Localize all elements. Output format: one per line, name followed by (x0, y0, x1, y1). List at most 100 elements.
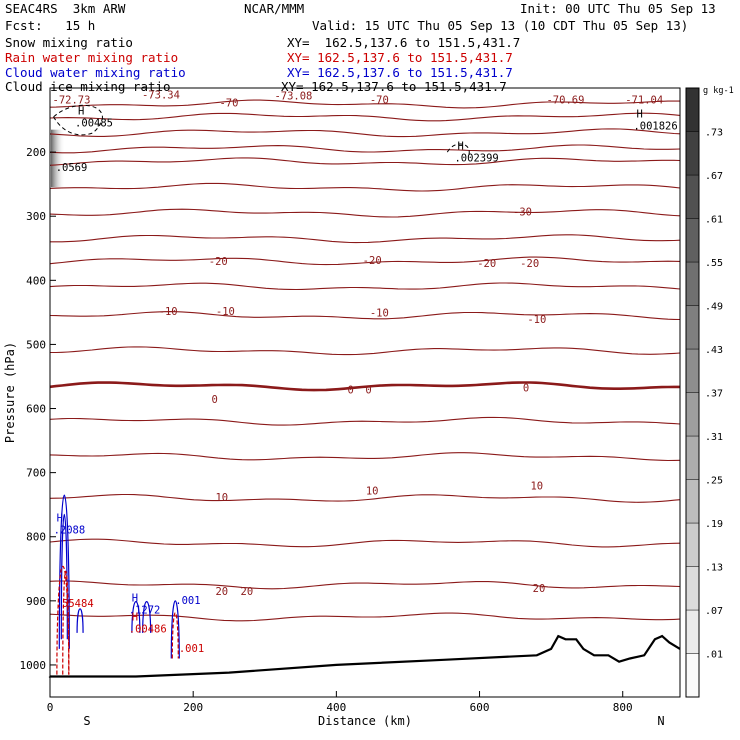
extremum-marker: H (132, 612, 138, 624)
isotherm-line (49, 256, 681, 266)
colorbar-label: .43 (705, 345, 723, 356)
y-tick-label: 700 (26, 467, 46, 480)
extremum-value: .002399 (454, 153, 498, 165)
colorbar-segment (685, 392, 700, 437)
extremum-value: .0569 (56, 162, 88, 174)
terrain-line (48, 634, 681, 678)
isotherm-line (49, 112, 681, 122)
forecast-hour: Fcst: 15 h (5, 18, 96, 33)
isotherm-line (50, 234, 681, 244)
colorbar-segment (685, 435, 700, 480)
extremum-value: .00486 (129, 624, 167, 636)
x-axis-title: Distance (km) (318, 714, 412, 728)
y-tick-label: 600 (26, 403, 46, 416)
extremum-marker: H (57, 512, 63, 524)
cloud-ice-shading (51, 129, 65, 188)
colorbar-segment (685, 609, 700, 654)
contour-label: 20 (533, 583, 546, 595)
contour-label: 20 (215, 586, 228, 598)
contour-label: -10 (370, 307, 389, 319)
field-xy-rain: XY= 162.5,137.6 to 151.5,431.7 (287, 50, 513, 65)
contour-label: -20 (363, 255, 382, 267)
colorbar-label: .31 (705, 432, 723, 443)
init-time: Init: 00 UTC Thu 05 Sep 13 (520, 1, 716, 16)
field-label-rain: Rain water mixing ratio (5, 50, 179, 65)
plot-frame (49, 87, 681, 698)
contour-label: -73.08 (274, 91, 312, 103)
isotherm-line (49, 416, 681, 426)
colorbar-label: .01 (705, 650, 723, 661)
snow-contour (446, 143, 470, 156)
isotherm-line (49, 580, 681, 590)
isotherm-line (49, 311, 681, 321)
contour-label: -20 (520, 258, 539, 270)
colorbar-segment (685, 305, 700, 350)
field-label-snow: Snow mixing ratio (5, 35, 133, 50)
contour-label: -20 (477, 258, 496, 270)
field-xy-cloudwater: XY= 162.5,137.6 to 151.5,431.7 (287, 65, 513, 80)
field-label-cloudice: Cloud ice mixing ratio (5, 79, 171, 94)
contour-label: 0 (348, 384, 354, 396)
contour-label: -10 (527, 314, 546, 326)
model-title: SEAC4RS 3km ARW (5, 1, 126, 16)
colorbar-segment (685, 218, 700, 263)
contour-label: -73.34 (142, 89, 180, 101)
cloud-water-contour (170, 600, 180, 659)
extremum-marker: H (132, 592, 138, 604)
extremum-value: .001826 (633, 120, 677, 132)
contour-label: -70 (219, 98, 238, 110)
colorbar-frame (685, 87, 700, 698)
snow-contour (53, 104, 103, 136)
isotherm-line (49, 144, 681, 154)
contour-label: -30 (513, 207, 532, 219)
field-xy-cloudice: XY= 162.5,137.6 to 151.5,431.7 (281, 79, 507, 94)
colorbar-label: .25 (705, 476, 723, 487)
field-xy-snow: XY= 162.5,137.6 to 151.5,431.7 (287, 35, 521, 50)
x-tick-label: 600 (470, 701, 490, 714)
cloud-water-contour (131, 601, 141, 633)
extremum-marker: H (636, 108, 642, 120)
isotherm-line (49, 452, 681, 462)
y-tick-label: 400 (26, 274, 46, 287)
isotherm-line (49, 282, 681, 291)
colorbar-label: .61 (705, 215, 723, 226)
colorbar-segment (685, 566, 700, 611)
contour-label: 0 (523, 382, 529, 394)
colorbar-label: .07 (705, 606, 723, 617)
extremum-value: .00485 (75, 117, 113, 129)
direction-label-south: S (83, 714, 90, 728)
colorbar-segment (685, 131, 700, 176)
isotherm-line (49, 612, 681, 622)
contour-label: -10 (159, 306, 178, 318)
extremum-value: .001 (179, 643, 204, 655)
contour-label: 0 (211, 394, 217, 406)
colorbar-label: .55 (705, 258, 723, 269)
y-tick-label: 200 (26, 146, 46, 159)
x-tick-label: 800 (613, 701, 633, 714)
cloud-water-contour (142, 601, 152, 633)
colorbar-segment (685, 348, 700, 393)
direction-label-north: N (657, 714, 664, 728)
isotherm-line (49, 381, 680, 392)
contour-label: -10 (216, 306, 235, 318)
contour-label: 10 (366, 486, 379, 498)
y-tick-label: 300 (26, 210, 46, 223)
colorbar-segment (685, 653, 700, 698)
x-tick-label: 200 (183, 701, 203, 714)
isotherm-line (49, 157, 681, 166)
x-tick-label: 0 (47, 701, 54, 714)
valid-time: Valid: 15 UTC Thu 05 Sep 13 (10 CDT Thu … (312, 18, 689, 33)
colorbar-label: .49 (705, 302, 723, 313)
colorbar-segment (685, 174, 700, 219)
rain-water-contour (62, 570, 70, 675)
isotherm-line (50, 346, 681, 356)
isotherm-line (49, 99, 681, 109)
isotherm-line (49, 182, 681, 192)
colorbar-label: .73 (705, 128, 723, 139)
extremum-value: .2088 (54, 524, 86, 536)
contour-label: -72.73 (53, 95, 91, 107)
extremum-marker: H (78, 105, 84, 117)
org-label: NCAR/MMM (244, 1, 305, 16)
contour-label: 0 (365, 384, 371, 396)
